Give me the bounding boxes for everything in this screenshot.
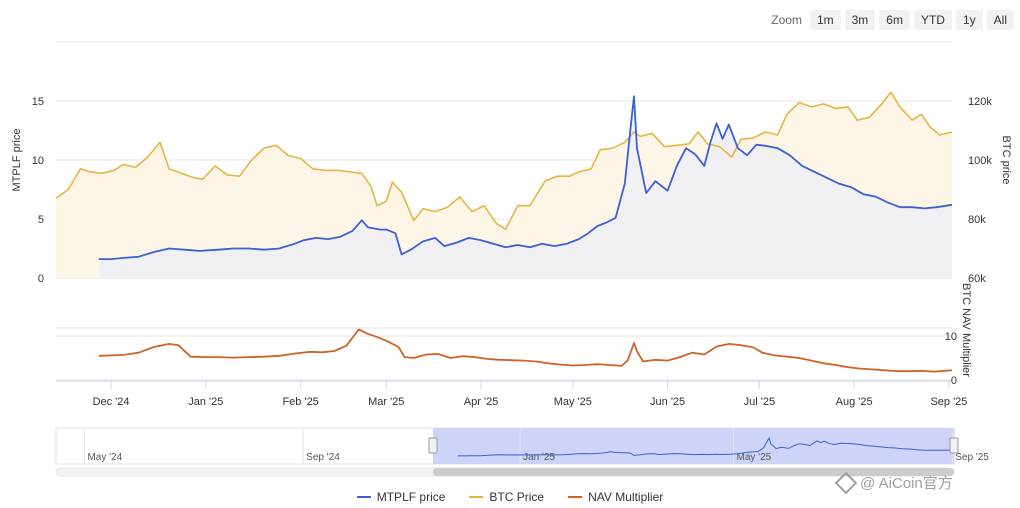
navigator-tick-label-2: Jan '25: [523, 452, 555, 463]
mtplf-tick-label-0: 0: [38, 273, 44, 285]
watermark-text: @ AiCoin官方: [860, 475, 953, 492]
legend-swatch-mtplf: [356, 496, 371, 498]
series-lines: [55, 91, 953, 373]
nav-tick-label-1: 10: [945, 331, 957, 343]
x-tick-label-8: Aug '25: [836, 396, 873, 408]
btc-tick-label-1: 80k: [968, 214, 986, 226]
mtplf-tick-label-1: 5: [38, 214, 44, 226]
zoom-all-button[interactable]: All: [986, 10, 1014, 30]
zoom-6m-button[interactable]: 6m: [879, 10, 910, 30]
x-tick-label-3: Mar '25: [368, 396, 404, 408]
zoom-3m-button[interactable]: 3m: [844, 10, 876, 30]
aicoin-logo-icon: [834, 471, 858, 494]
navigator-tick-label-3: May '25: [737, 452, 772, 463]
x-tick-label-7: Jul '25: [744, 396, 775, 408]
nav-multiplier-line: [98, 328, 953, 373]
zoom-label: Zoom: [771, 13, 802, 27]
watermark: @ AiCoin官方: [834, 471, 953, 494]
btc-price-line: [55, 91, 953, 231]
legend-swatch-btc: [469, 496, 484, 498]
navigator-handle-left[interactable]: [428, 437, 438, 454]
mtplf-axis-title: MTPLF price: [11, 129, 23, 192]
x-tick-label-0: Dec '24: [93, 396, 130, 408]
btc-tick-label-0: 60k: [968, 273, 986, 285]
zoom-1m-button[interactable]: 1m: [809, 10, 841, 30]
x-tick-label-6: Jun '25: [650, 396, 685, 408]
navigator-series-line: [457, 436, 955, 457]
mtplf-tick-label-2: 10: [32, 155, 44, 167]
zoom-1y-button[interactable]: 1y: [955, 10, 983, 30]
area-fills: [56, 92, 953, 278]
legend-item-btc[interactable]: BTC Price: [469, 490, 544, 504]
x-tick-label-9: Sep '25: [930, 396, 967, 408]
navigator-handle-right[interactable]: [949, 437, 959, 454]
nav-axis-title: BTC NAV Multiplier: [960, 283, 972, 377]
mtplf-area: [98, 96, 953, 278]
mtplf-tick-label-3: 15: [32, 96, 44, 108]
x-tick-label-2: Feb '25: [282, 396, 318, 408]
legend-label-btc: BTC Price: [489, 490, 545, 504]
x-tick-label-1: Jan '25: [188, 396, 223, 408]
legend-item-nav[interactable]: NAV Multiplier: [568, 490, 663, 504]
navigator[interactable]: May '24 Sep '24 Jan '25 May '25 Sep '25: [55, 427, 989, 477]
scrollbar-thumb[interactable]: [432, 468, 954, 476]
legend-item-mtplf[interactable]: MTPLF price: [356, 490, 446, 504]
btc-tick-label-3: 120k: [968, 96, 992, 108]
x-tick-label-5: May '25: [554, 396, 592, 408]
legend-swatch-nav: [568, 496, 583, 498]
btc-tick-label-2: 100k: [968, 155, 992, 167]
axes: Dec '24 Jan '25 Feb '25 Mar '25 Apr '25 May '…: [11, 96, 1012, 408]
mtplf-price-line: [98, 95, 953, 260]
btc-axis-title: BTC price: [1000, 136, 1012, 185]
navigator-tick-label-1: Sep '24: [306, 452, 340, 463]
nav-tick-label-0: 0: [951, 375, 957, 387]
legend-label-nav: NAV Multiplier: [588, 490, 664, 504]
zoom-ytd-button[interactable]: YTD: [913, 10, 952, 30]
navigator-tick-label-4: Sep '25: [955, 452, 989, 463]
zoom-controls: Zoom 1m 3m 6m YTD 1y All: [771, 10, 1014, 30]
legend-label-mtplf: MTPLF price: [376, 490, 446, 504]
navigator-tick-label-0: May '24: [87, 452, 122, 463]
x-tick-label-4: Apr '25: [464, 396, 499, 408]
legend: MTPLF price BTC Price NAV Multiplier: [0, 490, 1020, 504]
